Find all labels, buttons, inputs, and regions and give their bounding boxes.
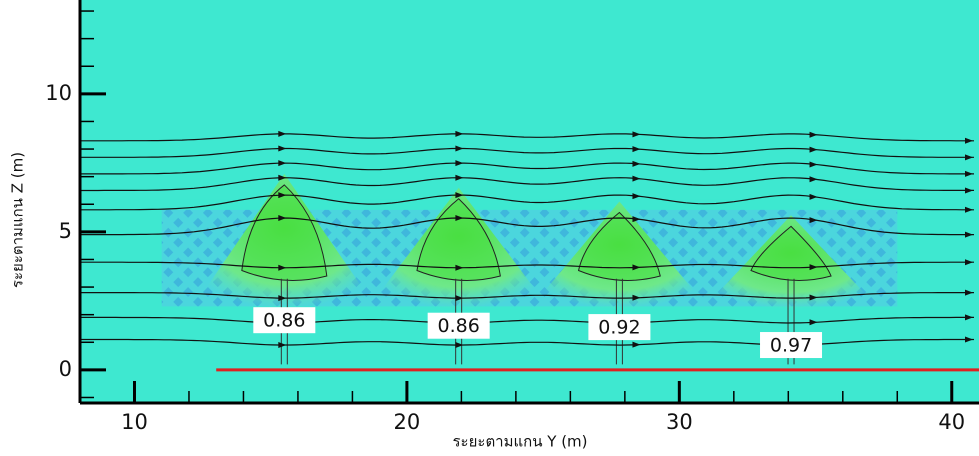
x-tick-label: 10 — [121, 410, 148, 434]
x-tick-label: 20 — [394, 410, 421, 434]
y-tick-label: 0 — [59, 357, 72, 381]
x-tick-label: 40 — [938, 410, 965, 434]
annotation-label: 0.86 — [438, 315, 480, 337]
chart: 10 20 30 40 0 5 10 0.86 0.86 0.92 0.97 ระยะตามแกน … — [0, 0, 979, 456]
y-axis-title: ระยะตามแกน Z (m) — [9, 152, 27, 288]
annotation-label: 0.92 — [598, 317, 640, 339]
annotation-label: 0.86 — [263, 310, 305, 332]
y-tick-label: 10 — [45, 81, 72, 105]
annotation-label: 0.97 — [770, 335, 812, 357]
x-tick-label: 30 — [666, 410, 693, 434]
x-axis-title: ระยะตามแกน Y (m) — [452, 433, 587, 451]
y-tick-label: 5 — [59, 219, 72, 243]
